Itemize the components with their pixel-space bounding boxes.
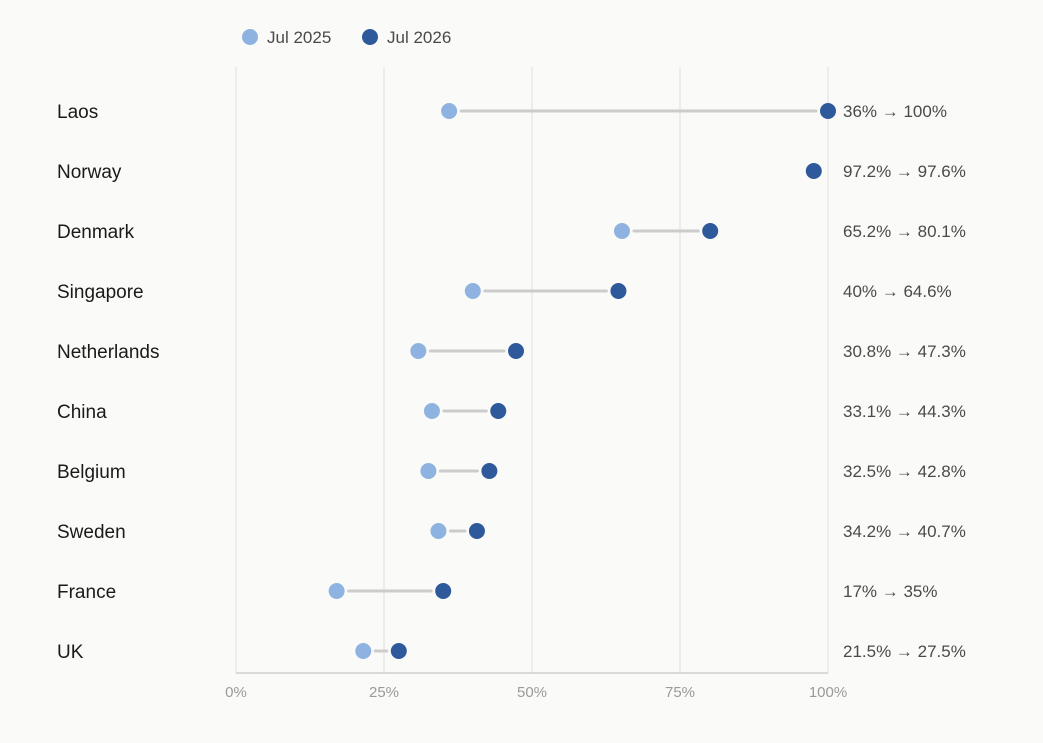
row-singapore: Singapore 40% → 64.6% xyxy=(57,282,952,303)
dot-jul-2025 xyxy=(420,463,437,479)
legend-item: Jul 2025 xyxy=(242,28,331,47)
row-china: China 33.1% → 44.3% xyxy=(57,402,966,423)
dot-jul-2026 xyxy=(390,643,407,659)
dot-jul-2025 xyxy=(430,523,447,539)
row-belgium: Belgium 32.5% → 42.8% xyxy=(57,462,966,483)
gridlines xyxy=(235,67,829,673)
x-tick-label: 100% xyxy=(809,684,847,701)
legend-item: Jul 2026 xyxy=(362,28,451,47)
x-tick-label: 75% xyxy=(665,684,695,701)
dot-jul-2025 xyxy=(410,343,427,359)
country-label: China xyxy=(57,402,107,423)
rows: Laos 36% → 100% Norway 97.2% → 97.6% Denmark… xyxy=(57,102,966,663)
dot-jul-2026 xyxy=(490,403,507,419)
dot-jul-2026 xyxy=(610,283,627,299)
change-label: 33.1% → 44.3% xyxy=(843,402,966,421)
change-label: 34.2% → 40.7% xyxy=(843,522,966,541)
dot-jul-2025 xyxy=(441,103,458,119)
country-label: Netherlands xyxy=(57,342,159,363)
dot-jul-2025 xyxy=(423,403,440,419)
country-label: Norway xyxy=(57,162,122,183)
row-laos: Laos 36% → 100% xyxy=(57,102,947,123)
x-tick-label: 0% xyxy=(225,684,247,701)
dot-jul-2026 xyxy=(805,163,822,179)
dot-jul-2025 xyxy=(613,223,630,239)
dot-jul-2026 xyxy=(481,463,498,479)
dot-jul-2025 xyxy=(328,583,345,599)
row-sweden: Sweden 34.2% → 40.7% xyxy=(57,522,966,543)
country-label: Sweden xyxy=(57,522,126,543)
country-label: UK xyxy=(57,642,84,663)
x-tick-label: 25% xyxy=(369,684,399,701)
country-label: Laos xyxy=(57,102,98,123)
change-label: 30.8% → 47.3% xyxy=(843,342,966,361)
country-label: Singapore xyxy=(57,282,144,303)
row-norway: Norway 97.2% → 97.6% xyxy=(57,162,966,183)
legend-marker xyxy=(362,29,378,45)
row-netherlands: Netherlands 30.8% → 47.3% xyxy=(57,342,966,363)
dot-jul-2026 xyxy=(435,583,452,599)
change-label: 40% → 64.6% xyxy=(843,282,952,301)
change-label: 21.5% → 27.5% xyxy=(843,642,966,661)
change-label: 36% → 100% xyxy=(843,102,947,121)
row-denmark: Denmark 65.2% → 80.1% xyxy=(57,222,966,243)
legend-marker xyxy=(242,29,258,45)
dot-jul-2025 xyxy=(464,283,481,299)
change-label: 32.5% → 42.8% xyxy=(843,462,966,481)
dot-jul-2026 xyxy=(820,103,836,119)
legend-label: Jul 2026 xyxy=(387,28,451,47)
country-label: Denmark xyxy=(57,222,135,243)
dot-jul-2025 xyxy=(355,643,372,659)
country-label: France xyxy=(57,582,116,603)
row-uk: UK 21.5% → 27.5% xyxy=(57,642,966,663)
x-tick-label: 50% xyxy=(517,684,547,701)
change-label: 97.2% → 97.6% xyxy=(843,162,966,181)
country-label: Belgium xyxy=(57,462,126,483)
x-axis-ticks: 0% 25% 50% 75% 100% xyxy=(225,684,847,701)
legend-label: Jul 2025 xyxy=(267,28,331,47)
change-label: 17% → 35% xyxy=(843,582,938,601)
change-label: 65.2% → 80.1% xyxy=(843,222,966,241)
dot-jul-2026 xyxy=(508,343,525,359)
dot-jul-2026 xyxy=(468,523,485,539)
row-france: France 17% → 35% xyxy=(57,582,938,603)
dot-jul-2026 xyxy=(702,223,719,239)
legend: Jul 2025 Jul 2026 xyxy=(242,28,451,47)
